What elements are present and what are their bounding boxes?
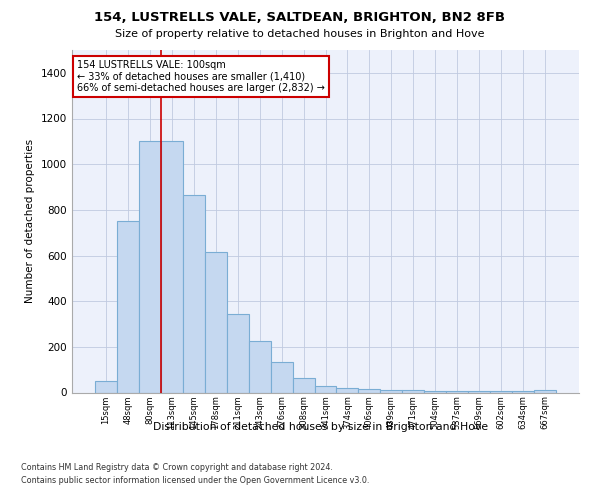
Bar [205,252,227,392]
Bar [534,390,556,392]
Bar [358,389,380,392]
Text: Contains HM Land Registry data © Crown copyright and database right 2024.: Contains HM Land Registry data © Crown c… [21,462,333,471]
Text: Contains public sector information licensed under the Open Government Licence v3: Contains public sector information licen… [21,476,370,485]
Bar [271,362,293,392]
Text: Size of property relative to detached houses in Brighton and Hove: Size of property relative to detached ho… [115,29,485,39]
Bar [95,381,117,392]
Bar [248,341,271,392]
Bar [139,142,161,392]
Bar [293,378,314,392]
Bar [380,390,403,392]
Bar [314,386,337,392]
Bar [117,221,139,392]
Text: Distribution of detached houses by size in Brighton and Hove: Distribution of detached houses by size … [154,422,488,432]
Bar [183,195,205,392]
Bar [403,390,424,392]
Text: 154 LUSTRELLS VALE: 100sqm
← 33% of detached houses are smaller (1,410)
66% of s: 154 LUSTRELLS VALE: 100sqm ← 33% of deta… [77,60,325,94]
Bar [227,314,248,392]
Text: 154, LUSTRELLS VALE, SALTDEAN, BRIGHTON, BN2 8FB: 154, LUSTRELLS VALE, SALTDEAN, BRIGHTON,… [95,11,505,24]
Bar [337,388,358,392]
Bar [161,142,183,392]
Y-axis label: Number of detached properties: Number of detached properties [25,139,35,304]
